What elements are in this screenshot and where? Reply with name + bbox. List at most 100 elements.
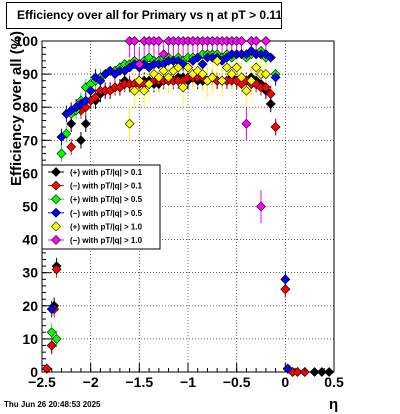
x-axis-title: η (329, 396, 339, 413)
data-point (260, 69, 271, 80)
x-tick-label: 0 (281, 374, 289, 390)
data-point (192, 52, 203, 63)
data-point (51, 264, 62, 275)
data-point (46, 304, 57, 315)
data-point (260, 82, 271, 93)
legend-marker (51, 221, 61, 232)
data-point (197, 59, 208, 70)
legend-label: (+) with pT/|q| > 0.1 (70, 168, 143, 177)
data-point (241, 85, 252, 96)
data-point (251, 36, 262, 46)
y-tick-label: 70 (22, 132, 38, 148)
data-point (153, 72, 164, 83)
data-point (324, 367, 335, 377)
y-tick-label: 60 (22, 165, 38, 181)
data-point (56, 148, 67, 159)
data-point (134, 59, 145, 70)
legend-marker (51, 167, 61, 177)
data-point (173, 62, 184, 73)
data-point (66, 141, 77, 152)
x-tick-label: −0.5 (223, 374, 251, 390)
x-tick-label: 0.5 (324, 374, 344, 390)
legend-box (41, 164, 161, 250)
data-point (231, 62, 242, 73)
data-point (241, 118, 252, 129)
data-point (265, 98, 276, 109)
data-point (197, 69, 208, 80)
data-point (129, 85, 140, 96)
data-point (41, 363, 52, 374)
y-tick-label: 40 (22, 232, 38, 248)
data-point (260, 49, 271, 60)
data-point (236, 72, 247, 83)
data-point (56, 132, 67, 142)
y-tick-label: 100 (15, 33, 39, 49)
data-point (51, 333, 62, 344)
data-point (124, 118, 135, 129)
data-point (144, 79, 154, 89)
datestamp: Thu Jun 26 20:48:53 2025 (4, 400, 101, 409)
data-point (207, 72, 218, 83)
data-point (183, 62, 193, 73)
y-tick-label: 50 (22, 199, 38, 215)
legend-marker (51, 180, 61, 191)
y-tick-label: 0 (30, 364, 38, 380)
x-tick-label: −2 (83, 374, 99, 390)
data-point (280, 284, 291, 295)
data-point (280, 274, 291, 285)
data-markers (41, 36, 335, 377)
data-point (158, 65, 169, 76)
data-point (46, 327, 57, 338)
y-tick-label: 80 (22, 99, 38, 115)
data-point (139, 85, 150, 96)
data-point (212, 55, 223, 66)
legend-marker (51, 235, 61, 245)
data-point (90, 92, 101, 103)
y-tick-label: 90 (22, 66, 38, 82)
data-point (246, 46, 257, 56)
data-point (153, 36, 164, 46)
data-point (246, 75, 257, 86)
data-point (178, 82, 189, 93)
x-tick-label: −1.5 (126, 374, 154, 390)
data-point (222, 62, 232, 73)
legend-label: (−) with pT/|q| > 0.1 (70, 182, 143, 191)
axes: −2.5 −2 −1.5 −1 −0.5 0 0.5 0 10 20 30 40 50 60 70 80 90 1… (15, 33, 344, 390)
data-point (134, 75, 145, 86)
data-point (260, 36, 271, 46)
data-point (270, 72, 281, 83)
data-point (85, 85, 96, 96)
data-point (163, 72, 174, 83)
data-point (66, 118, 77, 129)
x-tick-label: −1 (180, 374, 196, 390)
data-point (95, 75, 106, 86)
data-point (46, 340, 57, 351)
data-point (80, 95, 91, 106)
data-point (226, 69, 237, 80)
data-point (251, 62, 262, 73)
data-point (265, 89, 276, 99)
legend-label: (+) with pT/|q| > 0.5 (70, 195, 143, 204)
data-point (217, 75, 227, 86)
legend-label: (−) with pT/|q| > 0.5 (70, 209, 143, 218)
data-point (76, 135, 86, 146)
data-point (265, 52, 276, 63)
data-point (256, 201, 266, 212)
data-point (80, 118, 91, 129)
y-tick-label: 20 (22, 298, 38, 314)
legend-marker (51, 194, 61, 205)
data-point (61, 128, 72, 139)
data-point (270, 122, 281, 132)
y-tick-label: 30 (22, 265, 38, 281)
data-point (236, 36, 247, 46)
chart-title: Efficiency over all for Primary vs η at … (6, 2, 282, 29)
legend: (+) with pT/|q| > 0.1 (−) with pT/|q| > 0… (41, 164, 161, 250)
y-axis-title: Efficiency over all (%) (8, 30, 25, 186)
legend-label: (−) with pT/|q| > 1.0 (70, 236, 143, 245)
x-tick-label: −2.5 (28, 374, 56, 390)
data-point (144, 52, 154, 63)
legend-marker (51, 207, 61, 218)
data-point (158, 49, 169, 60)
legend-label: (+) with pT/|q| > 1.0 (70, 222, 143, 231)
